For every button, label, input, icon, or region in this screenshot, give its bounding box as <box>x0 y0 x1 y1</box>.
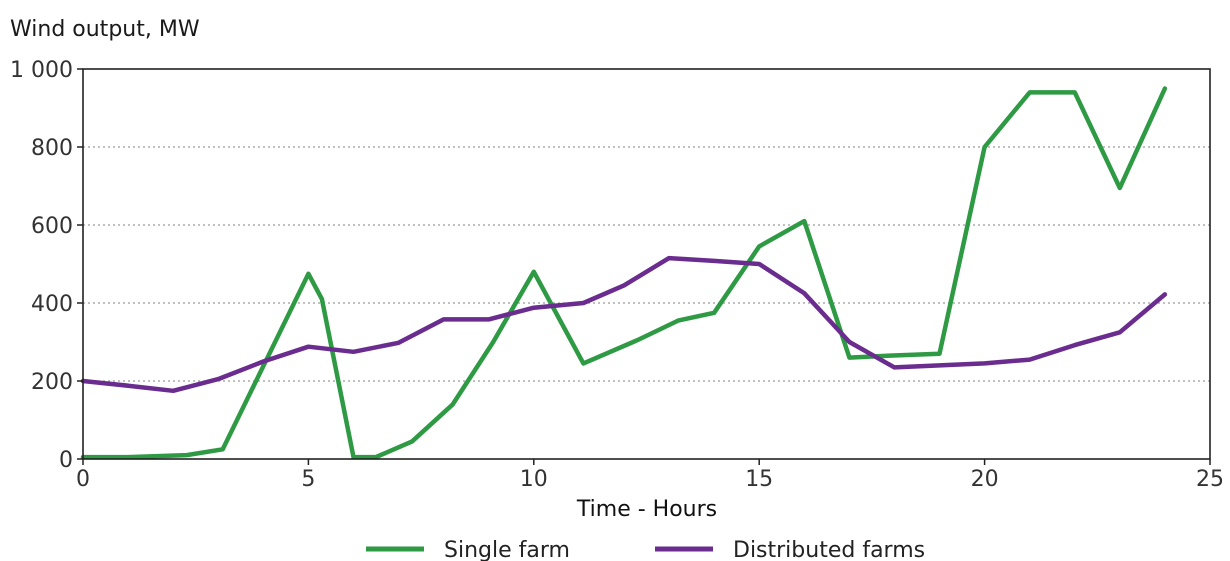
x-tick-label: 10 <box>520 467 548 492</box>
x-axis-label: Time - Hours <box>576 497 717 522</box>
x-tick-label: 25 <box>1196 467 1224 492</box>
legend-label: Distributed farms <box>733 538 925 561</box>
y-tick-label: 1 000 <box>10 58 73 83</box>
y-axis-label: Wind output, MW <box>10 17 200 42</box>
y-tick-label: 800 <box>31 136 73 161</box>
x-tick-label: 0 <box>76 467 90 492</box>
y-tick-label: 200 <box>31 370 73 395</box>
series-line-single-farm <box>80 86 1168 460</box>
y-tick-label: 600 <box>31 214 73 239</box>
legend-item: Distributed farms <box>655 538 925 561</box>
y-tick-label: 0 <box>59 448 73 473</box>
x-tick-label: 15 <box>745 467 773 492</box>
x-tick-labels: 0 5 10 15 20 25 <box>76 459 1224 492</box>
series-lines <box>80 86 1168 460</box>
gridlines <box>83 146 1210 382</box>
y-tick-label: 400 <box>31 292 73 317</box>
x-tick-label: 5 <box>301 467 315 492</box>
legend: Single farm Distributed farms <box>366 538 925 561</box>
legend-item: Single farm <box>366 538 570 561</box>
y-tick-labels: 0 200 400 600 800 1 000 <box>10 58 83 473</box>
series-line-distributed-farms <box>80 255 1168 394</box>
legend-label: Single farm <box>444 538 570 561</box>
plot-frame <box>82 68 1211 460</box>
x-tick-label: 20 <box>971 467 999 492</box>
